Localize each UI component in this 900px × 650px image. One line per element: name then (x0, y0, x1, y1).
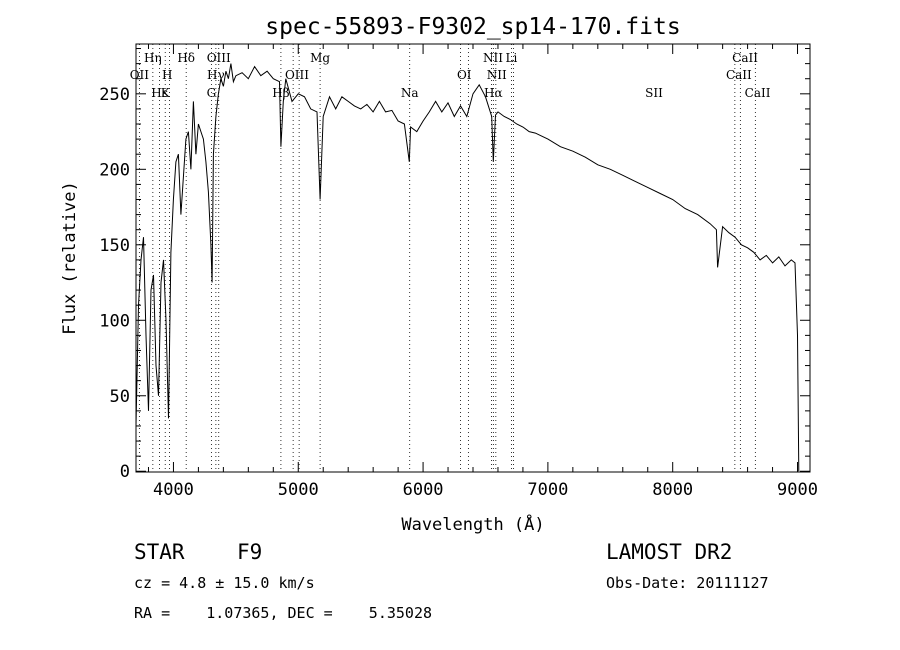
y-tick-label: 250 (99, 85, 130, 105)
line-label: Hγ (207, 68, 225, 82)
y-tick-label: 100 (99, 311, 130, 331)
x-tick-label: 5000 (278, 480, 319, 500)
object-subclass: F9 (237, 540, 263, 564)
object-class: STAR (134, 540, 185, 564)
plot-frame (135, 43, 811, 473)
line-label: CaII (726, 68, 752, 82)
x-tick-label: 7000 (527, 480, 568, 500)
line-label: Hε (151, 86, 168, 100)
coords-text: RA = 1.07365, DEC = 5.35028 (134, 604, 433, 622)
line-label: Li (506, 51, 518, 65)
x-axis-label: Wavelength (Å) (401, 513, 544, 535)
obs-date-text: Obs-Date: 20111127 (606, 574, 769, 592)
line-label: CaII (745, 86, 771, 100)
line-label: NII (483, 51, 503, 65)
y-tick-label: 50 (110, 387, 130, 407)
y-tick-label: 0 (120, 462, 130, 482)
redshift-text: cz = 4.8 ± 15.0 km/s (134, 574, 315, 592)
line-label: Na (401, 86, 419, 100)
line-label: H (162, 68, 172, 82)
y-axis-label: Flux (relative) (60, 181, 80, 335)
y-tick-label: 200 (99, 160, 130, 180)
line-label: Hη (144, 51, 162, 65)
line-label: OI (457, 68, 472, 82)
line-label: OIII (285, 68, 309, 82)
chart-title: spec-55893-F9302_sp14-170.fits (265, 14, 680, 40)
line-label: Mg (310, 51, 330, 65)
line-label: CaII (732, 51, 758, 65)
line-label: Hα (484, 86, 503, 100)
survey-label: LAMOST DR2 (606, 540, 733, 564)
x-tick-label: 8000 (652, 480, 693, 500)
x-tick-label: 4000 (153, 480, 194, 500)
line-label: G (207, 86, 217, 100)
x-tick-label: 6000 (403, 480, 444, 500)
line-label: SII (645, 86, 663, 100)
line-label: OIII (207, 51, 231, 65)
line-label: NII (487, 68, 507, 82)
spectrum-line (135, 63, 800, 472)
line-label: OII (130, 68, 150, 82)
y-tick-label: 150 (99, 236, 130, 256)
x-tick-label: 9000 (777, 480, 818, 500)
line-label: Hβ (272, 86, 289, 100)
line-label: K (161, 86, 171, 100)
line-label: Hδ (177, 51, 195, 65)
